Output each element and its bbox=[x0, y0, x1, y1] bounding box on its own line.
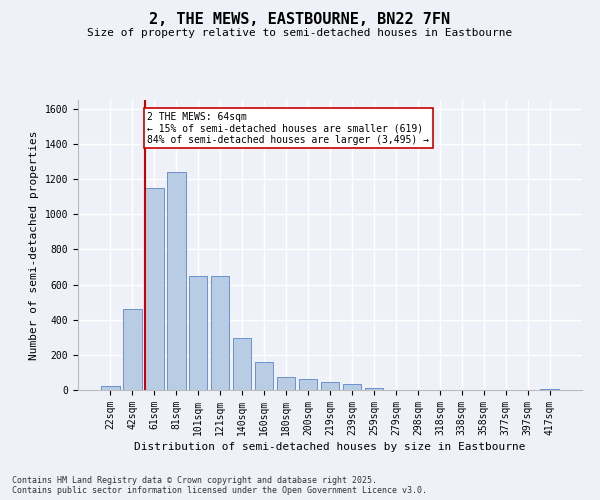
Bar bbox=[299, 380, 317, 390]
Bar bbox=[343, 384, 361, 390]
Bar bbox=[233, 338, 251, 390]
Text: Distribution of semi-detached houses by size in Eastbourne: Distribution of semi-detached houses by … bbox=[134, 442, 526, 452]
Bar bbox=[541, 389, 559, 390]
Text: 2 THE MEWS: 64sqm
← 15% of semi-detached houses are smaller (619)
84% of semi-de: 2 THE MEWS: 64sqm ← 15% of semi-detached… bbox=[147, 112, 429, 145]
Bar bbox=[365, 388, 383, 390]
Bar bbox=[145, 188, 164, 390]
Text: Contains HM Land Registry data © Crown copyright and database right 2025.
Contai: Contains HM Land Registry data © Crown c… bbox=[12, 476, 427, 495]
Bar bbox=[277, 377, 295, 390]
Text: Size of property relative to semi-detached houses in Eastbourne: Size of property relative to semi-detach… bbox=[88, 28, 512, 38]
Bar bbox=[167, 172, 185, 390]
Text: 2, THE MEWS, EASTBOURNE, BN22 7FN: 2, THE MEWS, EASTBOURNE, BN22 7FN bbox=[149, 12, 451, 28]
Bar bbox=[189, 276, 208, 390]
Bar bbox=[123, 309, 142, 390]
Bar bbox=[211, 276, 229, 390]
Y-axis label: Number of semi-detached properties: Number of semi-detached properties bbox=[29, 130, 39, 360]
Bar bbox=[255, 362, 274, 390]
Bar bbox=[320, 382, 340, 390]
Bar bbox=[101, 386, 119, 390]
